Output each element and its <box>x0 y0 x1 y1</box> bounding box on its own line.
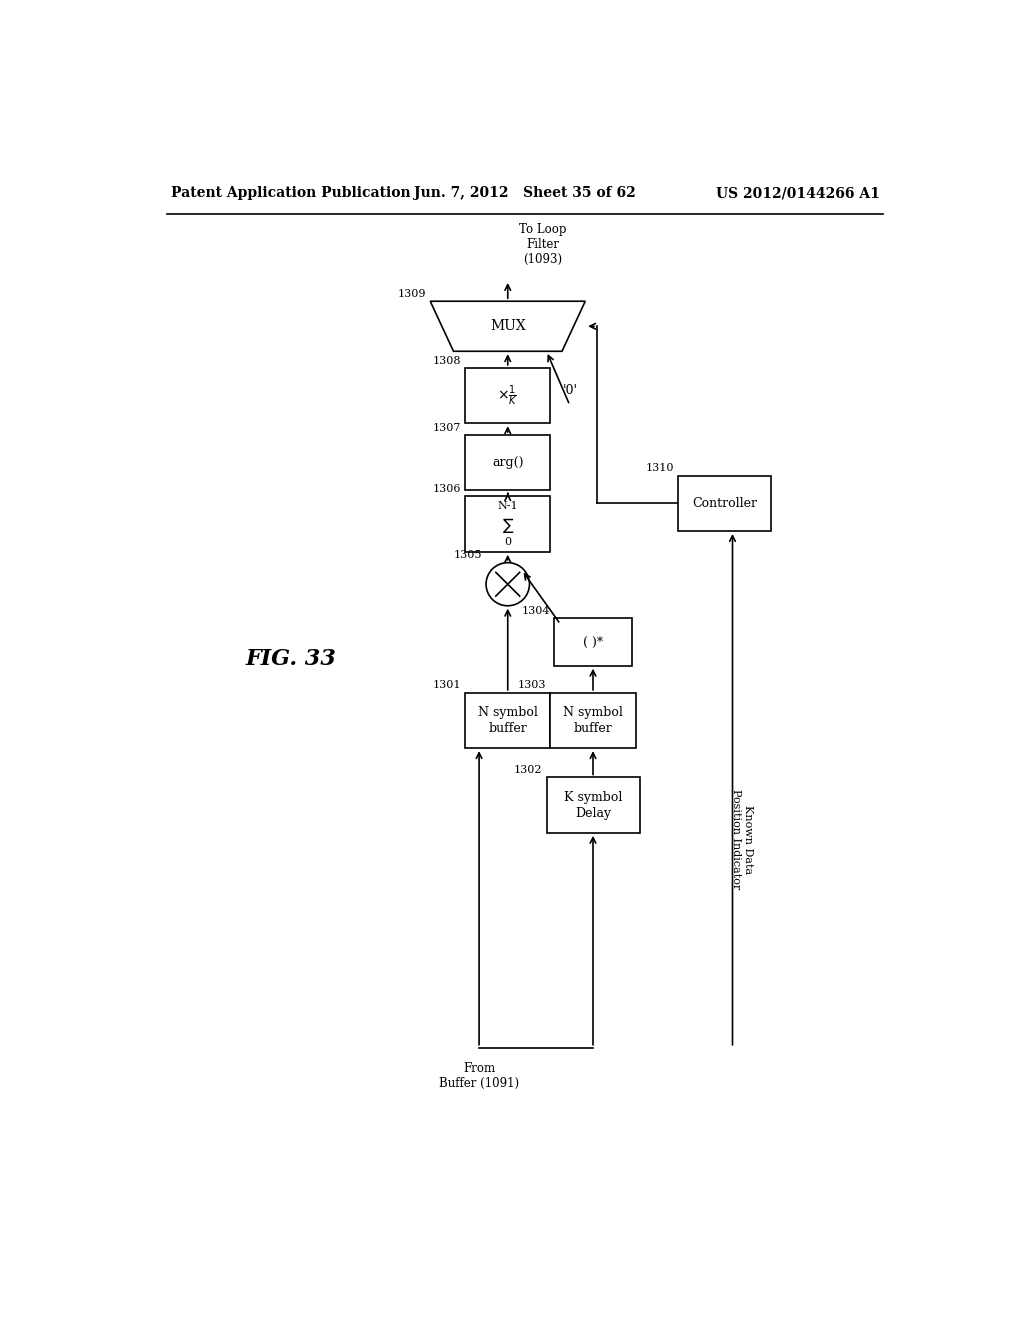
Bar <box>465 368 550 424</box>
Text: 1301: 1301 <box>433 681 461 690</box>
Text: 1310: 1310 <box>646 463 675 474</box>
Bar <box>465 496 550 552</box>
Text: N symbol
buffer: N symbol buffer <box>563 706 623 735</box>
Text: 1304: 1304 <box>522 606 550 615</box>
Text: FIG. 33: FIG. 33 <box>246 648 336 671</box>
Text: From
Buffer (1091): From Buffer (1091) <box>439 1061 519 1089</box>
Bar <box>550 693 636 748</box>
Text: 1306: 1306 <box>433 484 461 494</box>
Text: MUX: MUX <box>489 319 525 333</box>
Text: N-1
$\sum$
0: N-1 $\sum$ 0 <box>498 502 518 546</box>
Text: 1303: 1303 <box>518 681 547 690</box>
Polygon shape <box>430 301 586 351</box>
Bar <box>465 434 550 490</box>
Text: Jun. 7, 2012   Sheet 35 of 62: Jun. 7, 2012 Sheet 35 of 62 <box>414 186 636 201</box>
Text: 1305: 1305 <box>454 550 482 560</box>
Text: To Loop
Filter
(1093): To Loop Filter (1093) <box>519 223 567 267</box>
Bar <box>547 777 640 833</box>
Text: K symbol
Delay: K symbol Delay <box>564 791 623 820</box>
Text: Controller: Controller <box>692 496 758 510</box>
Bar <box>465 693 550 748</box>
Text: Known Data
Position Indicator: Known Data Position Indicator <box>731 789 753 890</box>
Text: 1308: 1308 <box>433 355 461 366</box>
Bar <box>554 618 632 665</box>
Text: $\times\frac{1}{K}$: $\times\frac{1}{K}$ <box>498 383 518 408</box>
Text: N symbol
buffer: N symbol buffer <box>478 706 538 735</box>
Text: '0': '0' <box>562 384 578 397</box>
Circle shape <box>486 562 529 606</box>
Text: Patent Application Publication: Patent Application Publication <box>171 186 411 201</box>
Text: arg(): arg() <box>492 455 523 469</box>
Text: 1302: 1302 <box>514 766 543 775</box>
Bar <box>678 475 771 531</box>
Text: US 2012/0144266 A1: US 2012/0144266 A1 <box>716 186 880 201</box>
Text: 1307: 1307 <box>433 422 461 433</box>
Text: 1309: 1309 <box>398 289 426 298</box>
Text: ( )*: ( )* <box>583 635 603 648</box>
